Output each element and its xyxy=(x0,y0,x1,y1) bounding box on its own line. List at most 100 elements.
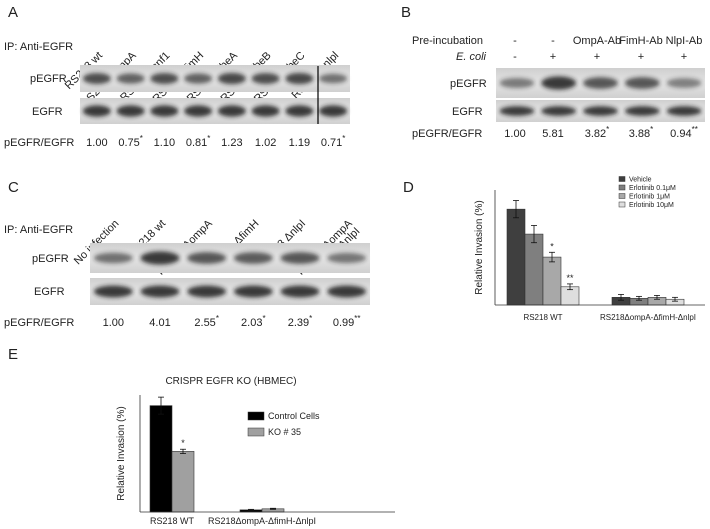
condition-value: NlpI-Ab xyxy=(666,35,703,47)
condition-value: - xyxy=(513,51,517,63)
significance: * xyxy=(140,134,143,143)
ratio-number: 2.39 xyxy=(288,317,309,329)
ip-label: IP: Anti-EGFR xyxy=(4,224,73,236)
blot-band xyxy=(541,76,577,90)
blot-band xyxy=(624,106,660,116)
blot-band xyxy=(499,106,535,116)
legend-label: KO # 35 xyxy=(268,427,301,437)
ratio-number: 4.01 xyxy=(149,317,170,329)
ratio-value: 1.00 xyxy=(504,128,525,140)
legend-swatch xyxy=(618,193,626,199)
blot-band xyxy=(327,252,367,264)
blot-band xyxy=(140,251,180,265)
ratio-value: 1.00 xyxy=(86,137,107,149)
blot-band xyxy=(624,77,660,89)
significance: * xyxy=(309,314,312,323)
panel-label: C xyxy=(8,179,19,196)
blot-band xyxy=(183,105,213,117)
ratio-value: 1.10 xyxy=(154,137,175,149)
error-bar xyxy=(549,251,555,263)
x-tick-label: RS218ΔompA-ΔfimH-ΔnlpI xyxy=(208,516,316,526)
row-label: pEGFR xyxy=(30,73,67,85)
legend-label: Erlotinib 0.1μM xyxy=(629,185,676,192)
ratio-number: 5.81 xyxy=(542,128,563,140)
ratio-label: pEGFR/EGFR xyxy=(4,137,74,149)
ratio-number: 0.71 xyxy=(321,137,342,149)
blot-band xyxy=(82,105,112,117)
blot xyxy=(90,243,370,273)
condition-value: + xyxy=(594,51,600,63)
ratio-value: 0.75* xyxy=(118,134,143,149)
x-tick-label: RS218ΔompA-ΔfimH-ΔnlpI xyxy=(600,313,696,322)
condition-value: + xyxy=(681,51,687,63)
ratio-value: 1.19 xyxy=(289,137,310,149)
ratio-value: 2.39* xyxy=(288,314,313,329)
row-label: EGFR xyxy=(32,106,63,118)
legend-swatch xyxy=(247,411,265,421)
x-tick-label: RS218 WT xyxy=(150,516,195,526)
ratio-value: 5.81 xyxy=(542,128,563,140)
ratio-number: 1.02 xyxy=(255,137,276,149)
ratio-number: 0.99 xyxy=(333,317,354,329)
ratio-value: 1.23 xyxy=(221,137,242,149)
ratio-value: 3.82* xyxy=(585,125,610,140)
condition-value: - xyxy=(551,35,555,47)
significance: * xyxy=(550,241,554,251)
blot-band xyxy=(233,285,273,298)
ratio-number: 3.82 xyxy=(585,128,606,140)
legend-label: Erlotinib 10μM xyxy=(629,202,674,209)
blot-band xyxy=(582,106,619,116)
ratio-label: pEGFR/EGFR xyxy=(412,128,482,140)
blot-band xyxy=(116,73,145,84)
bar xyxy=(506,208,526,306)
blot-band xyxy=(541,106,577,116)
error-bar xyxy=(654,295,660,300)
ratio-number: 1.00 xyxy=(86,137,107,149)
blot-band xyxy=(666,78,702,88)
significance: * xyxy=(650,125,653,134)
y-axis-label: Relative Invasion (%) xyxy=(116,406,127,500)
error-bar xyxy=(180,448,186,454)
ratio-number: 1.00 xyxy=(504,128,525,140)
condition-value: + xyxy=(550,51,556,63)
blot-band xyxy=(217,105,247,117)
condition-label: Pre-incubation xyxy=(412,35,483,47)
blot-band xyxy=(150,105,179,117)
x-tick-label: RS218 WT xyxy=(523,313,562,322)
error-bar xyxy=(158,396,164,415)
blot xyxy=(90,278,370,305)
ratio-value: 0.71* xyxy=(321,134,346,149)
ratio-value: 0.94** xyxy=(670,125,698,140)
ratio-number: 0.75 xyxy=(118,137,139,149)
ratio-number: 2.03 xyxy=(241,317,262,329)
ratio-number: 1.00 xyxy=(103,317,124,329)
ratio-number: 1.19 xyxy=(289,137,310,149)
ratio-value: 3.88* xyxy=(629,125,654,140)
significance: * xyxy=(216,314,219,323)
bar xyxy=(171,451,195,513)
error-bar xyxy=(270,507,276,510)
condition-value: FimH-Ab xyxy=(619,35,662,47)
ratio-number: 0.94 xyxy=(670,128,691,140)
panel-label: D xyxy=(403,179,414,196)
blot-band xyxy=(285,105,314,117)
ip-label: IP: Anti-EGFR xyxy=(4,41,73,53)
ratio-value: 4.01 xyxy=(149,317,170,329)
bar xyxy=(542,256,562,306)
significance: ** xyxy=(354,314,360,323)
blot-band xyxy=(150,72,179,85)
blot-band xyxy=(251,72,280,85)
condition-label: E. coli xyxy=(456,51,487,63)
legend-swatch xyxy=(618,176,626,182)
chart-title: CRISPR EGFR KO (HBMEC) xyxy=(165,376,296,387)
error-bar xyxy=(618,294,624,301)
ratio-value: 1.02 xyxy=(255,137,276,149)
legend-swatch xyxy=(618,201,626,208)
ratio-value: 0.81* xyxy=(186,134,211,149)
ratio-number: 0.81 xyxy=(186,137,207,149)
blot-band xyxy=(499,77,535,89)
legend-label: Vehicle xyxy=(629,176,652,183)
ratio-number: 1.23 xyxy=(221,137,242,149)
error-bar xyxy=(531,225,537,244)
legend-swatch xyxy=(247,427,265,437)
